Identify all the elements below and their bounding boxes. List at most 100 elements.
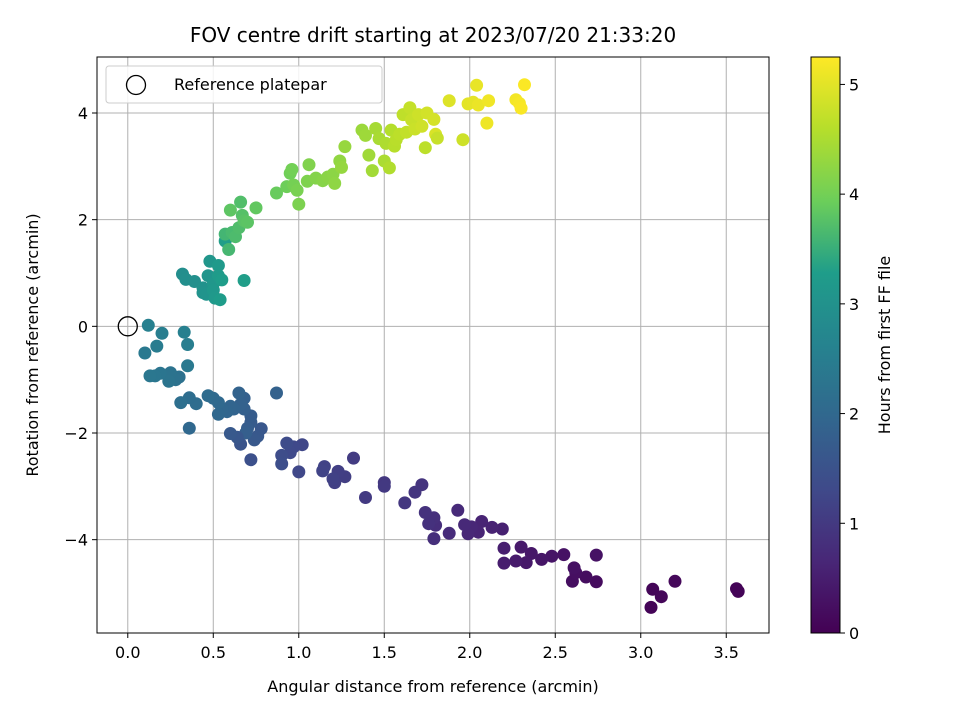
x-tick-label: 1.5 [372, 643, 397, 662]
data-point [430, 131, 444, 145]
data-point [222, 243, 236, 256]
x-tick-label: 2.5 [543, 643, 568, 662]
data-point [223, 427, 237, 440]
data-point [646, 582, 660, 596]
data-point [275, 457, 289, 471]
data-point [347, 451, 360, 465]
data-point [654, 590, 668, 604]
data-point [427, 112, 441, 126]
x-tick-label: 1.0 [286, 643, 311, 662]
x-axis-label: Angular distance from reference (arcmin) [267, 677, 598, 696]
colorbar: 0 1 2 3 4 5 Hours from first FF file [810, 56, 894, 643]
data-point [290, 183, 304, 197]
data-point [377, 479, 391, 493]
grid [97, 57, 769, 633]
data-point [398, 496, 412, 510]
x-tick-label: 0.5 [201, 643, 226, 662]
data-point [495, 522, 509, 536]
data-point [292, 197, 306, 211]
data-point [359, 128, 372, 142]
data-point [155, 326, 169, 340]
data-point [470, 78, 484, 92]
data-point [497, 541, 511, 555]
data-point [211, 407, 225, 421]
data-point [316, 464, 330, 478]
data-point [182, 421, 196, 435]
data-point [475, 515, 489, 528]
colorbar-tick-label: 2 [849, 405, 859, 424]
y-axis-ticks: −4 −2 0 2 4 [64, 104, 97, 550]
y-axis-label: Rotation from reference (arcmin) [23, 213, 42, 476]
data-point [141, 318, 155, 332]
data-point [143, 369, 157, 383]
colorbar-label: Hours from first FF file [875, 256, 894, 435]
data-point [589, 575, 603, 589]
x-axis-ticks: 0.0 0.5 1.0 1.5 2.0 2.5 3.0 3.5 [115, 633, 739, 662]
data-point [244, 453, 258, 467]
data-point [174, 396, 188, 410]
x-tick-label: 3.0 [628, 643, 653, 662]
data-point [280, 436, 294, 450]
data-point [223, 203, 237, 217]
data-point [579, 570, 593, 584]
reference-layer [117, 316, 138, 337]
data-point [249, 201, 263, 215]
data-point [485, 520, 499, 534]
colorbar-tick-label: 5 [849, 75, 859, 94]
data-point [557, 548, 571, 562]
data-point [359, 491, 372, 504]
x-tick-label: 2.0 [457, 643, 482, 662]
data-point [535, 552, 549, 566]
data-point [408, 485, 422, 499]
data-point [415, 119, 429, 133]
legend-box [105, 65, 383, 104]
legend-reference-marker [125, 74, 147, 96]
data-point [138, 346, 152, 360]
data-point [731, 584, 745, 598]
data-point [150, 339, 164, 353]
x-tick-label: 3.5 [714, 643, 739, 662]
data-point [201, 389, 215, 403]
colorbar-ticks: 0 1 2 3 4 5 [840, 75, 859, 643]
data-point [365, 164, 379, 178]
y-tick-label: −4 [64, 531, 88, 550]
x-tick-label: 0.0 [115, 643, 140, 662]
data-point [471, 98, 485, 112]
data-point [456, 133, 470, 147]
data-point [451, 503, 465, 517]
data-point [213, 293, 227, 307]
colorbar-tick-label: 0 [849, 624, 859, 643]
data-point [442, 94, 456, 108]
data-point [567, 561, 581, 575]
y-tick-label: 0 [78, 317, 88, 336]
data-point [181, 359, 195, 373]
data-point [292, 465, 306, 479]
data-point [382, 161, 396, 175]
data-point [162, 374, 176, 388]
data-point [519, 556, 533, 570]
data-point [668, 574, 682, 588]
data-point [211, 259, 225, 272]
data-point [241, 215, 254, 229]
y-tick-label: 4 [78, 104, 88, 123]
data-point [338, 140, 352, 154]
data-point [514, 101, 528, 115]
data-point [589, 548, 603, 562]
data-point [514, 540, 528, 554]
legend-entry-reference: Reference platepar [174, 75, 327, 94]
data-point [442, 526, 456, 540]
data-point [328, 176, 342, 190]
data-point [644, 600, 658, 614]
colorbar-gradient [810, 56, 841, 634]
data-point [369, 122, 383, 135]
data-point [509, 554, 523, 568]
data-point [215, 273, 229, 287]
colorbar-tick-label: 4 [849, 185, 859, 204]
reference-platepar-marker [117, 316, 138, 337]
data-point [302, 158, 316, 172]
y-tick-label: 2 [78, 211, 88, 230]
data-point [418, 141, 432, 155]
data-point [362, 148, 376, 162]
data-point [422, 517, 436, 531]
